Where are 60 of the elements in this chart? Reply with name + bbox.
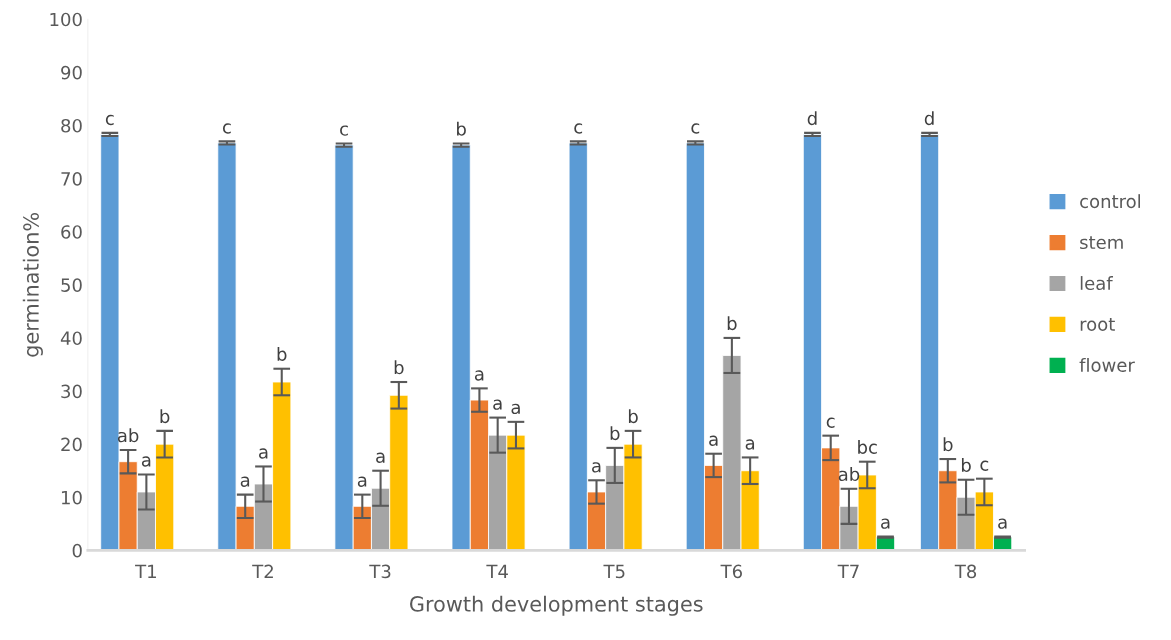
data-label: b: [277, 347, 287, 361]
data-label: b: [628, 409, 638, 424]
x-tick-label: T8: [954, 564, 977, 579]
x-tick-label: T1: [135, 564, 156, 579]
y-tick-label: 20: [61, 437, 82, 452]
y-tick-label: 70: [61, 172, 82, 186]
data-label: a: [511, 403, 520, 415]
data-label: a: [998, 518, 1007, 529]
data-label: c: [691, 123, 700, 134]
data-label: b: [727, 316, 737, 331]
legend-label: flower: [1079, 357, 1135, 372]
x-tick-label: T5: [603, 564, 625, 579]
legend-label: root: [1080, 318, 1115, 331]
data-label: a: [259, 448, 268, 459]
y-tick-label: 90: [61, 65, 82, 80]
data-label: a: [592, 462, 601, 473]
data-label: b: [961, 458, 971, 472]
data-label: c: [340, 125, 348, 136]
data-label: ab: [838, 467, 860, 482]
data-label: c: [980, 460, 989, 471]
data-label: bc: [858, 439, 877, 454]
x-tick-label: T4: [486, 564, 508, 579]
y-tick-label: 0: [72, 543, 82, 558]
data-label: c: [826, 417, 835, 428]
legend-label: leaf: [1080, 276, 1114, 291]
data-label: a: [474, 370, 484, 381]
data-label: d: [924, 111, 934, 126]
x-axis-title: Growth development stages: [410, 595, 703, 616]
x-tick-label: T2: [252, 564, 273, 579]
data-label: a: [709, 435, 718, 446]
data-label: a: [376, 452, 385, 463]
data-label: a: [881, 518, 890, 529]
data-label: c: [105, 114, 114, 126]
legend-label: control: [1080, 194, 1141, 209]
data-label: ab: [117, 428, 139, 443]
data-label: c: [574, 123, 583, 134]
data-label: b: [394, 360, 404, 375]
y-tick-label: 10: [61, 490, 82, 505]
data-label: a: [493, 399, 502, 410]
data-label: a: [240, 476, 250, 487]
data-label: b: [610, 426, 620, 441]
data-label: c: [222, 123, 231, 134]
data-label: d: [807, 111, 817, 126]
legend-label: stem: [1080, 236, 1123, 250]
y-tick-label: 50: [61, 278, 82, 292]
y-tick-label: 60: [61, 225, 82, 239]
y-tick-label: 100: [50, 12, 82, 27]
data-label: b: [160, 409, 170, 424]
x-tick-label: T3: [369, 564, 391, 579]
data-label: a: [357, 476, 367, 487]
y-tick-label: 30: [61, 384, 82, 399]
y-axis-title: germination%: [22, 212, 43, 357]
data-label: b: [943, 437, 953, 452]
x-tick-label: T7: [837, 564, 859, 579]
y-tick-label: 40: [60, 331, 82, 346]
x-tick-label: T6: [720, 564, 742, 579]
data-label: a: [745, 439, 755, 450]
y-tick-label: 80: [61, 118, 82, 133]
data-label: b: [457, 121, 466, 136]
data-label: a: [141, 456, 151, 467]
